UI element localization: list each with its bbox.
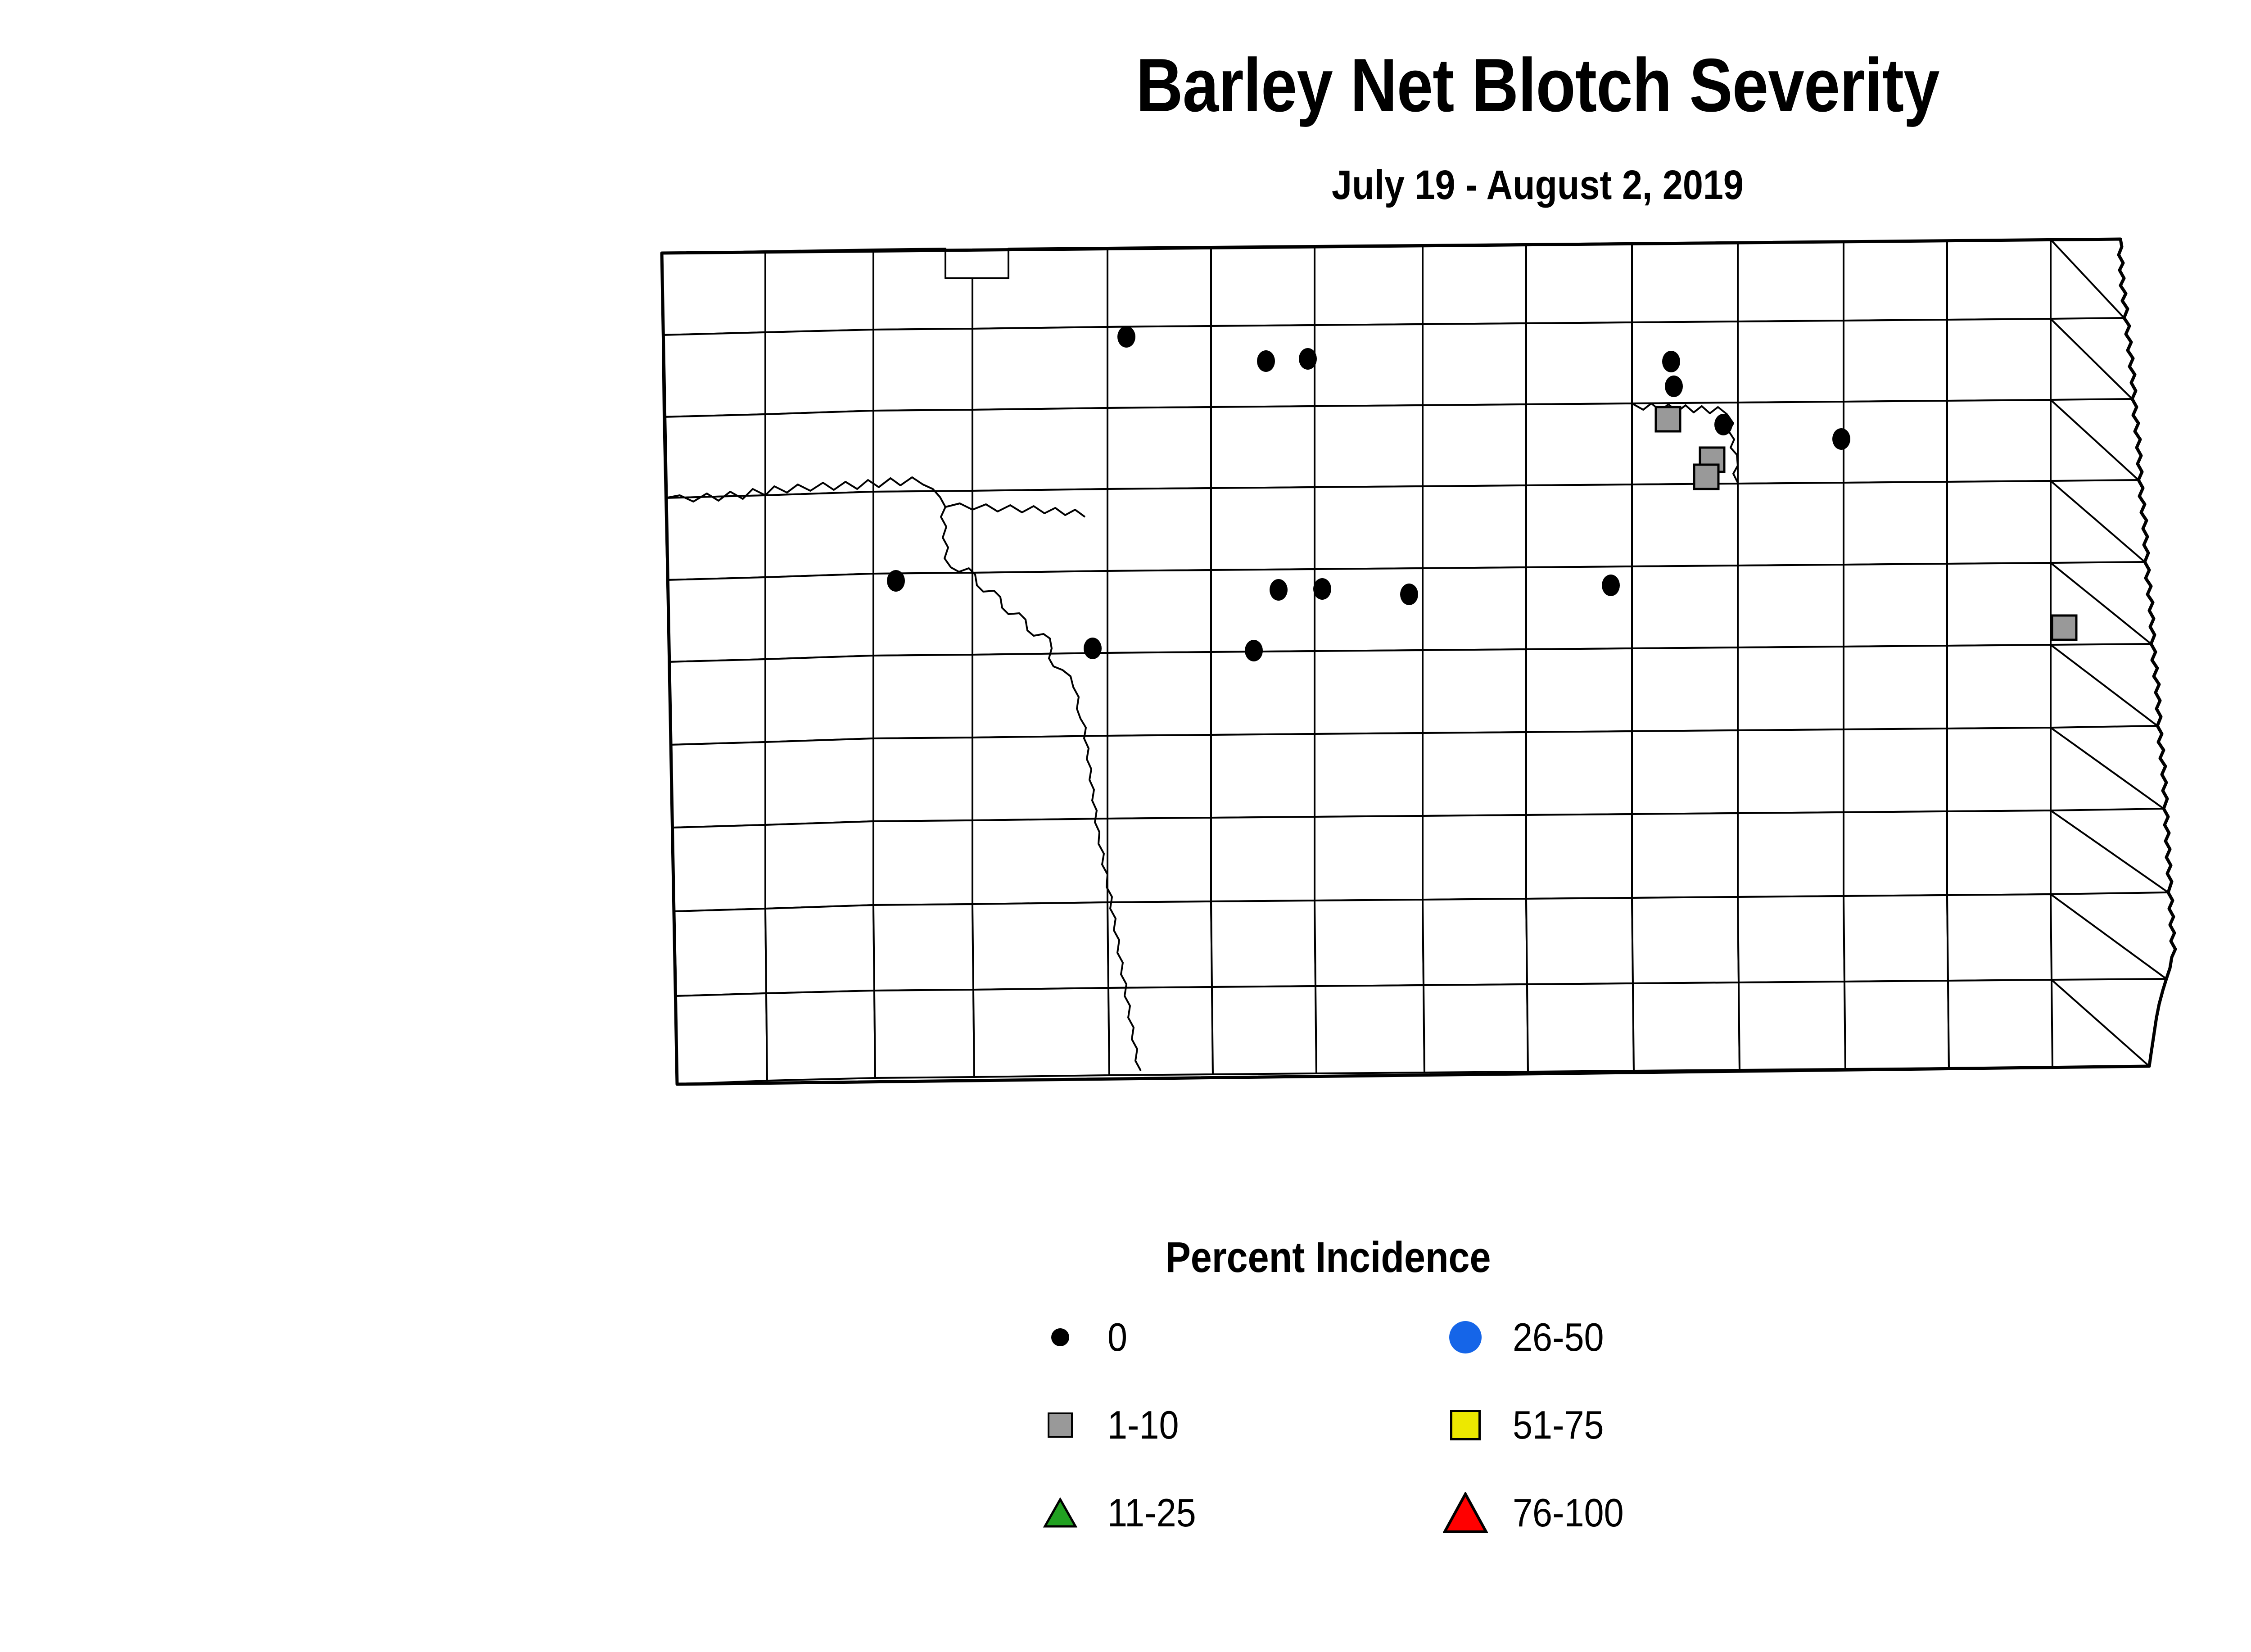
legend-item-4: 51-75 xyxy=(1432,1394,1614,1457)
data-markers xyxy=(887,326,2078,661)
missouri-river xyxy=(665,476,1142,1071)
legend-label: 26-50 xyxy=(1513,1315,1604,1359)
marker-point-0 xyxy=(1832,428,1850,450)
marker-point-0 xyxy=(1257,350,1275,372)
north-dakota-map xyxy=(630,225,2251,1180)
legend-label: 76-100 xyxy=(1513,1490,1624,1535)
legend-symbol-square-icon xyxy=(1026,1412,1094,1438)
marker-point-0 xyxy=(1117,326,1135,348)
page-subtitle: July 19 - August 2, 2019 xyxy=(1332,162,1744,208)
marker-point-0 xyxy=(1270,579,1288,601)
legend-title: Percent Incidence xyxy=(1165,1233,1491,1281)
legend: 0 1-10 11-25 26-50 51-75 xyxy=(1026,1306,1927,1612)
legend-label: 11-25 xyxy=(1107,1490,1196,1535)
legend-symbol-triangle-icon xyxy=(1432,1492,1499,1534)
marker-point-0 xyxy=(1602,575,1620,596)
marker-point-1-10 xyxy=(1654,406,1681,433)
marker-point-0 xyxy=(1313,578,1331,600)
marker-point-0 xyxy=(1662,351,1680,372)
marker-point-0 xyxy=(1299,348,1317,370)
marker-point-0 xyxy=(1714,414,1732,435)
county-boundaries xyxy=(661,238,2176,1085)
legend-label: 51-75 xyxy=(1513,1403,1604,1447)
legend-item-1: 1-10 xyxy=(1026,1394,1187,1457)
marker-point-1-10 xyxy=(1693,463,1720,490)
legend-symbol-circle-icon xyxy=(1432,1321,1499,1353)
legend-label: 0 xyxy=(1107,1315,1128,1359)
legend-symbol-triangle-icon xyxy=(1026,1498,1094,1528)
legend-label: 1-10 xyxy=(1107,1403,1179,1447)
marker-point-0 xyxy=(887,570,905,592)
legend-symbol-square-icon xyxy=(1432,1410,1499,1440)
marker-point-0 xyxy=(1084,638,1102,659)
legend-item-5: 76-100 xyxy=(1432,1481,1636,1544)
marker-point-0 xyxy=(1665,376,1683,397)
legend-item-3: 26-50 xyxy=(1432,1306,1614,1369)
marker-point-0 xyxy=(1245,640,1263,661)
legend-symbol-circle-icon xyxy=(1026,1328,1094,1346)
page-title: Barley Net Blotch Severity xyxy=(1136,43,1939,127)
state-outline xyxy=(660,237,2177,1086)
marker-point-1-10 xyxy=(2051,614,2078,641)
legend-item-2: 11-25 xyxy=(1026,1481,1206,1544)
legend-item-0: 0 xyxy=(1026,1306,1130,1369)
marker-point-0 xyxy=(1400,584,1418,605)
map-svg xyxy=(660,237,2177,1086)
